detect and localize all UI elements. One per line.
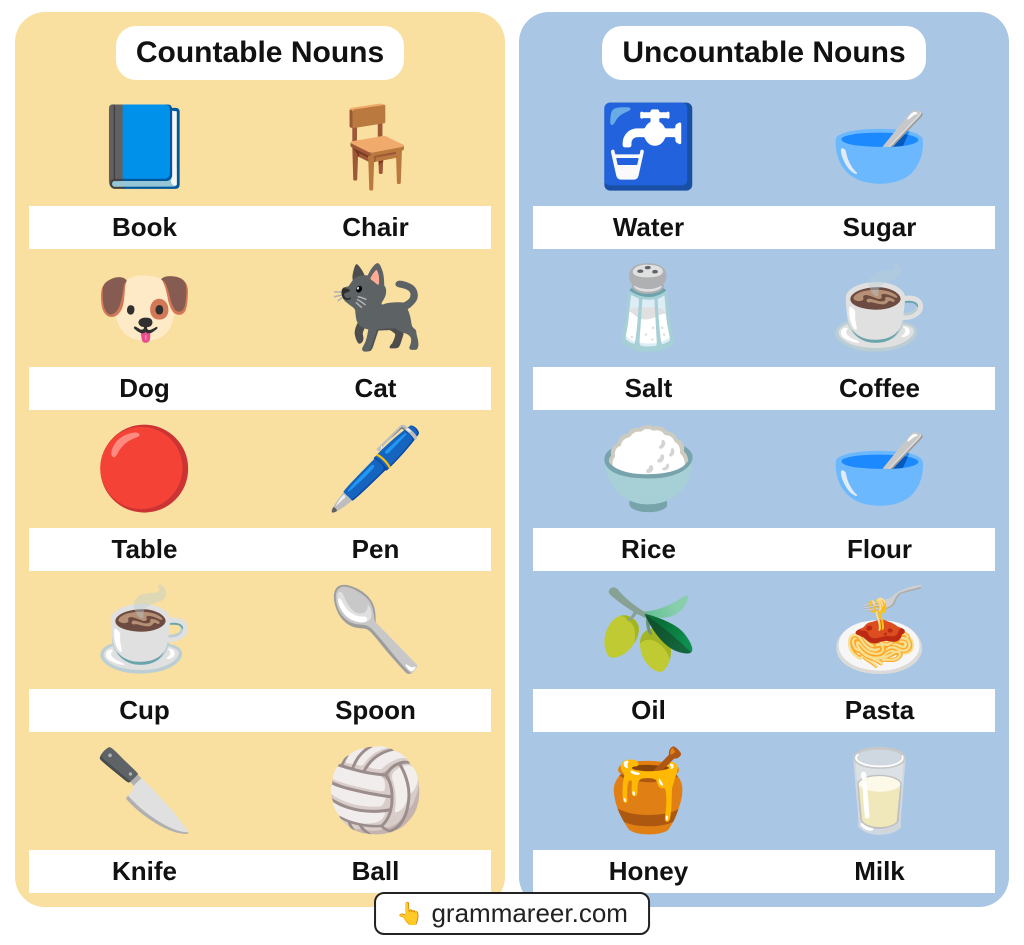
uncountable-title: Uncountable Nouns: [602, 26, 925, 80]
left-cell: 📘Book: [29, 88, 260, 249]
panels-container: Countable Nouns 📘Book🪑Chair🐶Dog🐈‍⬛Cat🔴Ta…: [12, 12, 1012, 907]
left-spoon-label: Spoon: [260, 689, 491, 732]
left-cat-icon: 🐈‍⬛: [260, 249, 491, 367]
left-cell: 🏐Ball: [260, 732, 491, 893]
left-dog-icon: 🐶: [29, 249, 260, 367]
right-coffee-icon: ☕: [764, 249, 995, 367]
left-cell: 🔪Knife: [29, 732, 260, 893]
right-rice-label: Rice: [533, 528, 764, 571]
right-honey-icon: 🍯: [533, 732, 764, 850]
left-cat-label: Cat: [260, 367, 491, 410]
left-pen-icon: 🖊️: [260, 410, 491, 528]
right-cell: 🫒Oil: [533, 571, 764, 732]
left-pen-label: Pen: [260, 528, 491, 571]
left-chair-label: Chair: [260, 206, 491, 249]
right-cell: 🥛Milk: [764, 732, 995, 893]
left-ball-label: Ball: [260, 850, 491, 893]
left-cell: 🖊️Pen: [260, 410, 491, 571]
right-rice-icon: 🍚: [533, 410, 764, 528]
right-cell: 🥣Flour: [764, 410, 995, 571]
right-cell: 🍚Rice: [533, 410, 764, 571]
uncountable-panel: Uncountable Nouns 🚰Water🥣Sugar🧂Salt☕Coff…: [519, 12, 1009, 907]
left-table-icon: 🔴: [29, 410, 260, 528]
right-milk-icon: 🥛: [764, 732, 995, 850]
left-ball-icon: 🏐: [260, 732, 491, 850]
left-cup-icon: ☕: [29, 571, 260, 689]
right-oil-label: Oil: [533, 689, 764, 732]
right-salt-icon: 🧂: [533, 249, 764, 367]
right-cell: 🥣Sugar: [764, 88, 995, 249]
right-flour-label: Flour: [764, 528, 995, 571]
right-cell: 🍝Pasta: [764, 571, 995, 732]
right-cell: 🚰Water: [533, 88, 764, 249]
right-pasta-label: Pasta: [764, 689, 995, 732]
right-sugar-icon: 🥣: [764, 88, 995, 206]
right-cell: ☕Coffee: [764, 249, 995, 410]
right-honey-label: Honey: [533, 850, 764, 893]
right-coffee-label: Coffee: [764, 367, 995, 410]
left-book-label: Book: [29, 206, 260, 249]
footer-badge: 👆 grammareer.com: [374, 892, 650, 935]
right-oil-icon: 🫒: [533, 571, 764, 689]
left-knife-label: Knife: [29, 850, 260, 893]
right-sugar-label: Sugar: [764, 206, 995, 249]
right-water-label: Water: [533, 206, 764, 249]
left-cell: ☕Cup: [29, 571, 260, 732]
right-pasta-icon: 🍝: [764, 571, 995, 689]
left-spoon-icon: 🥄: [260, 571, 491, 689]
footer-text: grammareer.com: [431, 898, 628, 929]
left-cup-label: Cup: [29, 689, 260, 732]
right-milk-label: Milk: [764, 850, 995, 893]
countable-panel: Countable Nouns 📘Book🪑Chair🐶Dog🐈‍⬛Cat🔴Ta…: [15, 12, 505, 907]
left-cell: 🔴Table: [29, 410, 260, 571]
left-cell: 🐈‍⬛Cat: [260, 249, 491, 410]
right-flour-icon: 🥣: [764, 410, 995, 528]
left-table-label: Table: [29, 528, 260, 571]
pointer-icon: 👆: [396, 901, 423, 927]
right-water-icon: 🚰: [533, 88, 764, 206]
right-cell: 🧂Salt: [533, 249, 764, 410]
left-knife-icon: 🔪: [29, 732, 260, 850]
left-cell: 🐶Dog: [29, 249, 260, 410]
left-cell: 🥄Spoon: [260, 571, 491, 732]
uncountable-grid: 🚰Water🥣Sugar🧂Salt☕Coffee🍚Rice🥣Flour🫒Oil🍝…: [533, 88, 995, 893]
left-cell: 🪑Chair: [260, 88, 491, 249]
left-book-icon: 📘: [29, 88, 260, 206]
countable-grid: 📘Book🪑Chair🐶Dog🐈‍⬛Cat🔴Table🖊️Pen☕Cup🥄Spo…: [29, 88, 491, 893]
left-chair-icon: 🪑: [260, 88, 491, 206]
countable-title: Countable Nouns: [116, 26, 404, 80]
right-salt-label: Salt: [533, 367, 764, 410]
left-dog-label: Dog: [29, 367, 260, 410]
right-cell: 🍯Honey: [533, 732, 764, 893]
